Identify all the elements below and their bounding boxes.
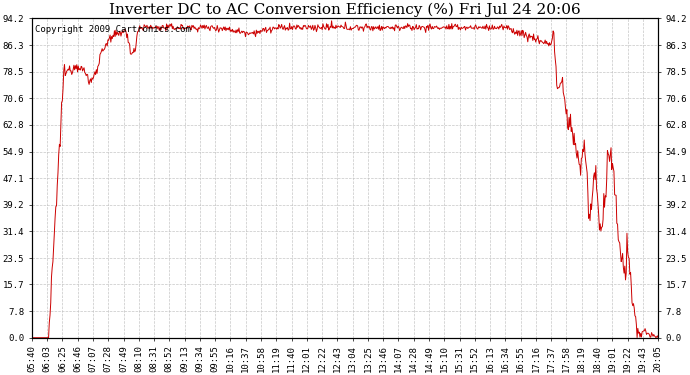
Text: Copyright 2009 Cartronics.com: Copyright 2009 Cartronics.com [35,25,191,34]
Title: Inverter DC to AC Conversion Efficiency (%) Fri Jul 24 20:06: Inverter DC to AC Conversion Efficiency … [109,3,581,17]
